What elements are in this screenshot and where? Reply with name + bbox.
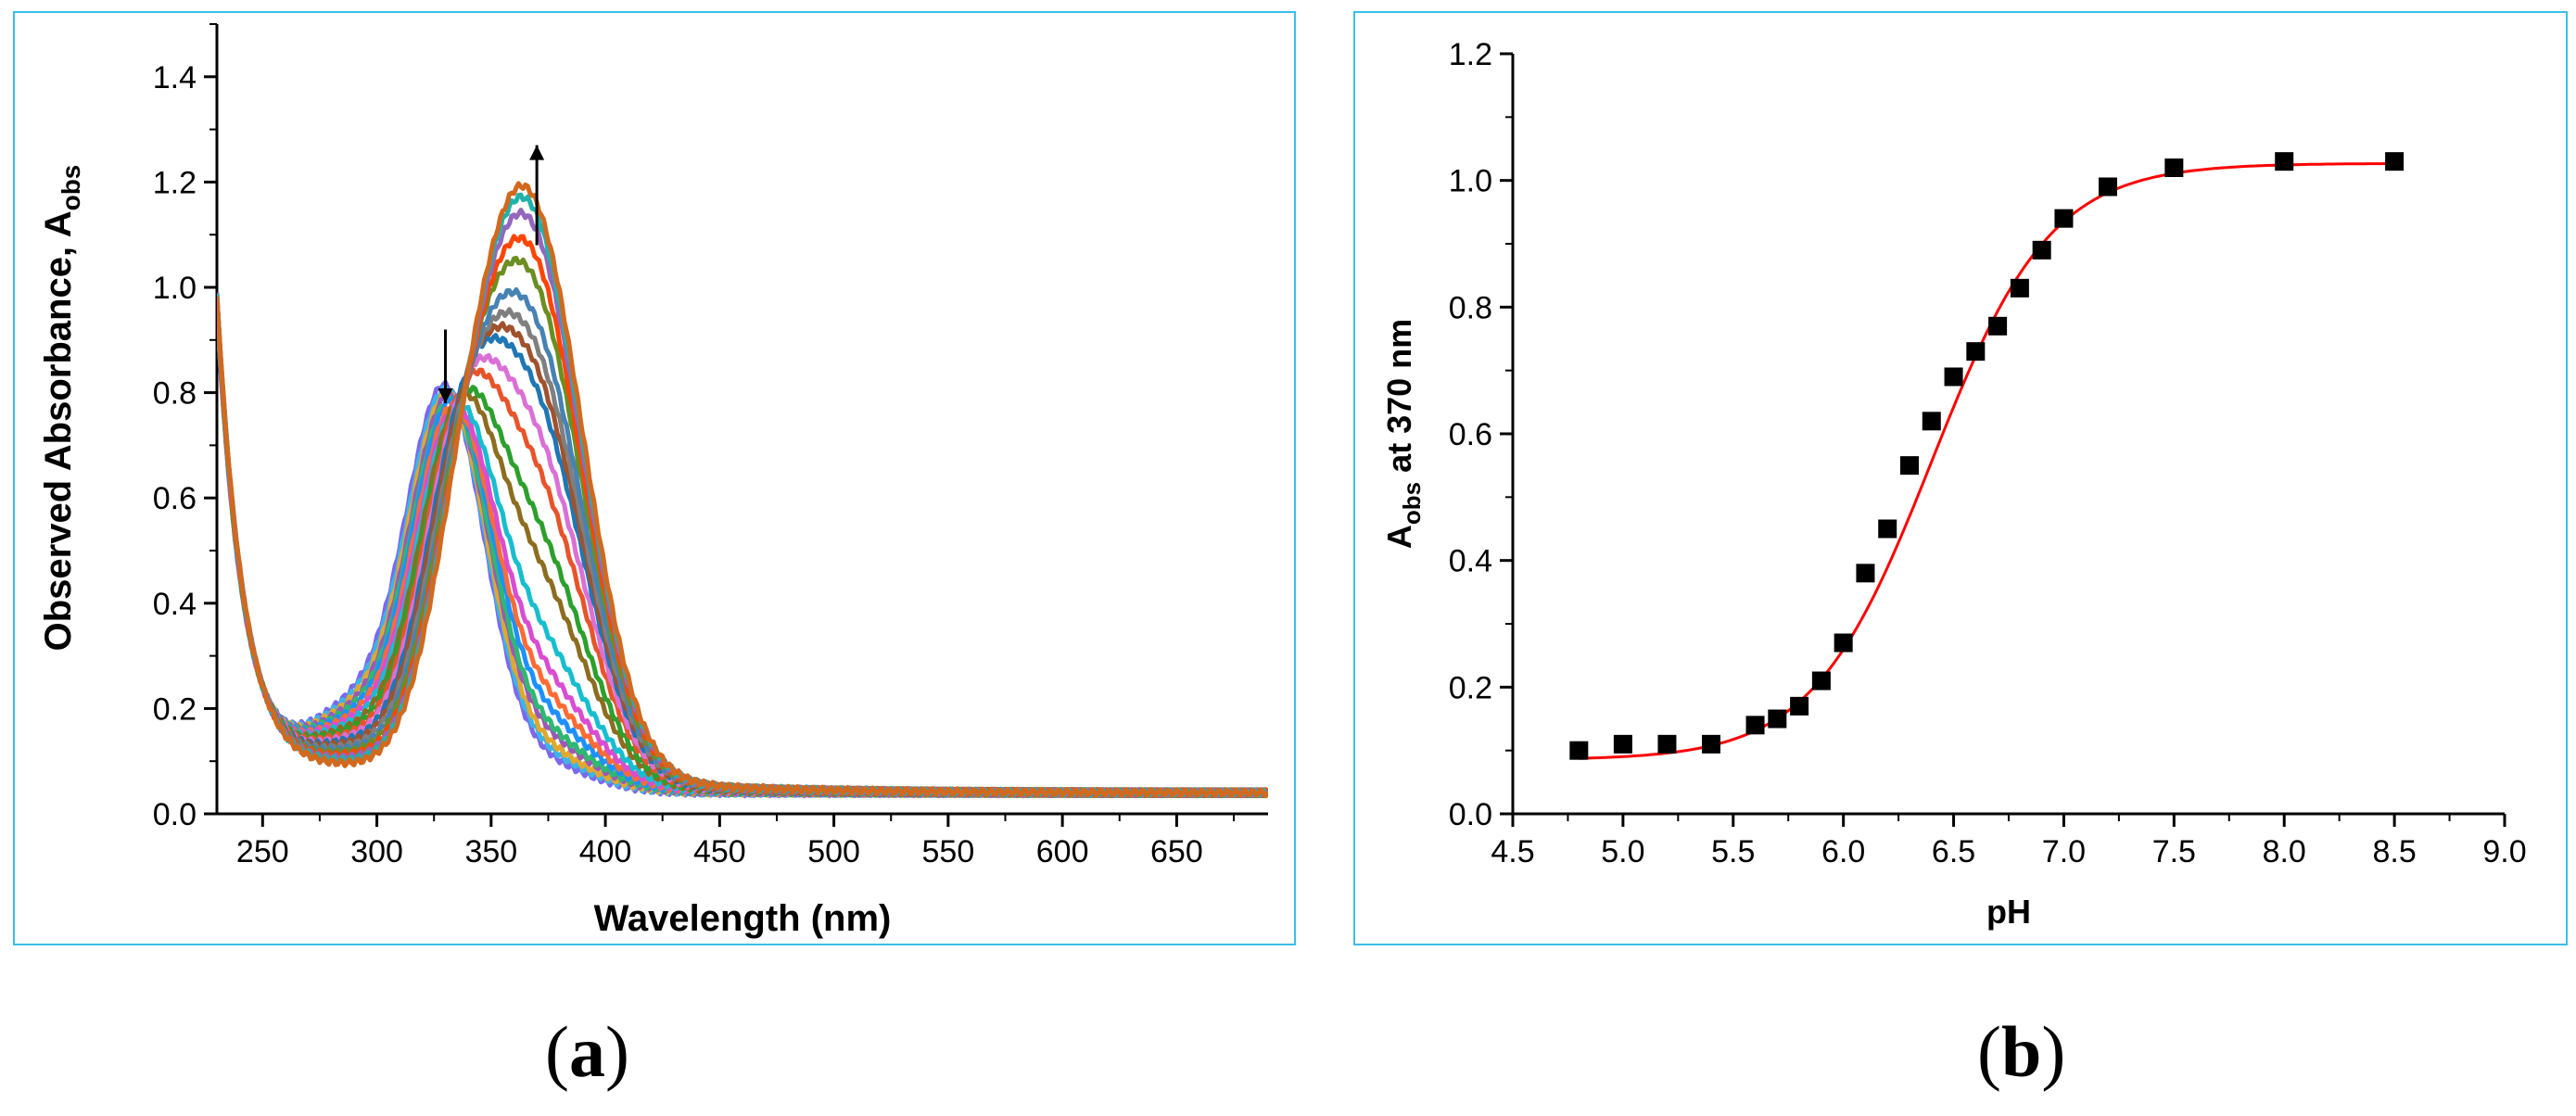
y-tick-label: 1.0	[1449, 164, 1492, 199]
data-point	[1834, 633, 1853, 653]
x-tick-label: 9.0	[2482, 834, 2526, 869]
data-point	[1900, 456, 1919, 476]
data-point	[2275, 152, 2294, 171]
data-point	[1702, 734, 1720, 754]
caption-a: (a)	[545, 1011, 629, 1092]
y-tick-label: 1.4	[153, 60, 197, 95]
x-tick-label: 450	[693, 834, 746, 869]
x-tick-label: 8.5	[2372, 834, 2416, 869]
data-point	[1878, 519, 1897, 539]
x-tick-label: 350	[464, 834, 517, 869]
data-point	[1988, 316, 2008, 336]
x-tick-label: 7.0	[2042, 834, 2086, 869]
x-tick-label: 550	[922, 834, 975, 869]
y-axis-label: Observed Absorbance, Aobs	[38, 165, 85, 652]
x-tick-label: 4.5	[1491, 834, 1534, 869]
data-point	[2099, 177, 2117, 197]
panel-a: 250 300 350 400 450 500 550 600 650 0.0 0.2 0.4 0.6 0…	[13, 11, 1296, 945]
y-tick-label: 0.0	[1449, 797, 1492, 832]
data-point	[2054, 209, 2074, 228]
data-point	[1657, 734, 1677, 754]
data-point	[1856, 564, 1875, 583]
arrow-up-head	[529, 145, 545, 160]
x-tick-label: 600	[1036, 834, 1089, 869]
data-point	[1944, 367, 1963, 387]
data-point	[1811, 671, 1831, 691]
y-tick-label: 0.4	[153, 587, 197, 622]
x-tick-label: 650	[1150, 834, 1203, 869]
x-tick-label: 8.0	[2263, 834, 2306, 869]
x-tick-label: 5.5	[1711, 834, 1755, 869]
y-tick-label: 0.6	[1449, 417, 1492, 452]
x-tick-label: 300	[350, 834, 403, 869]
spectrum-series-14	[217, 296, 1268, 799]
data-point	[2010, 278, 2029, 298]
y-tick-label: 0.2	[1449, 670, 1492, 705]
data-point	[1745, 716, 1765, 735]
data-point	[1922, 412, 1941, 431]
x-tick-label: 500	[807, 834, 860, 869]
data-point	[2385, 152, 2405, 171]
x-tick-label: 7.5	[2152, 834, 2196, 869]
y-tick-label: 0.6	[153, 481, 197, 516]
y-tick-label: 0.2	[153, 691, 197, 727]
y-tick-label: 0.8	[153, 376, 197, 412]
data-point	[1790, 696, 1809, 716]
data-point	[1966, 342, 1986, 361]
arrow-down-head	[438, 387, 453, 403]
x-tick-label: 6.5	[1932, 834, 1975, 869]
x-tick-label: 6.0	[1821, 834, 1865, 869]
y-tick-label: 0.0	[153, 797, 197, 832]
y-tick-label: 0.8	[1449, 290, 1492, 325]
data-point	[2032, 240, 2051, 260]
y-tick-label: 1.0	[153, 271, 197, 306]
data-point	[2164, 159, 2184, 177]
y-tick-label: 0.4	[1449, 544, 1492, 579]
x-tick-label: 400	[579, 834, 632, 869]
y-axis-label: Aobs at 370 nm	[1380, 319, 1426, 549]
spectra-series-group	[217, 181, 1268, 799]
panel-b: 4.5 5.0 5.5 6.0 6.5 7.0 7.5 8.0 8.5 9.0 0.0 0.2 0.4 0…	[1353, 11, 2568, 945]
data-point	[1768, 709, 1787, 729]
x-axis-label: pH	[1986, 893, 2031, 931]
y-tick-label: 1.2	[1449, 37, 1492, 72]
x-tick-label: 5.0	[1601, 834, 1644, 869]
data-point	[1613, 734, 1632, 754]
x-tick-label: 250	[236, 834, 289, 869]
caption-b: (b)	[1977, 1011, 2066, 1092]
titration-chart: 4.5 5.0 5.5 6.0 6.5 7.0 7.5 8.0 8.5 9.0 0.0 0.2 0.4 0…	[1380, 37, 2527, 931]
spectra-chart: 250 300 350 400 450 500 550 600 650 0.0 0.2 0.4 0.6 0…	[38, 23, 1268, 939]
data-point	[1569, 741, 1589, 760]
spectrum-series-22	[217, 181, 1268, 799]
y-tick-label: 1.2	[153, 165, 197, 200]
sigmoid-fit-line	[1579, 162, 2395, 760]
x-axis-label: Wavelength (nm)	[594, 898, 892, 939]
